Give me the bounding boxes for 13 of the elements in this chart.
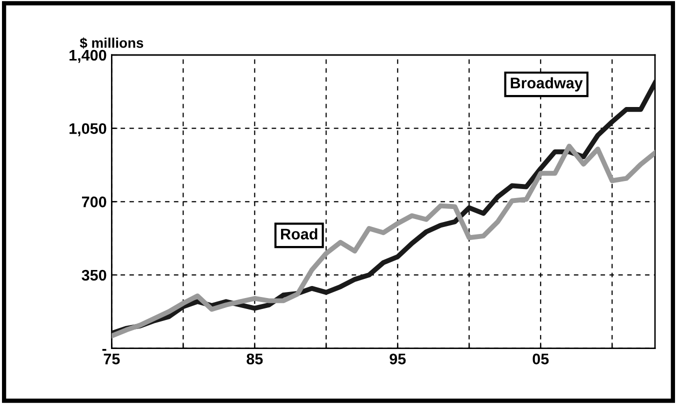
y-tick-label: 350 — [82, 270, 106, 281]
y-tick-label: 1,400 — [70, 50, 106, 63]
x-tick-label: 95 — [390, 354, 406, 364]
y-axis-title: $ millions — [80, 37, 144, 49]
y-tick-label: 700 — [82, 196, 106, 208]
line-series — [112, 144, 655, 338]
y-tick-label: - — [102, 348, 106, 351]
y-tick-label: 1,050 — [70, 123, 106, 136]
text: Broadway — [510, 77, 583, 92]
x-tick-label: 75 — [104, 354, 120, 364]
series-label: Road — [281, 228, 318, 240]
x-tick-label: 85 — [246, 354, 263, 364]
x-tick-label: 05 — [532, 354, 549, 364]
